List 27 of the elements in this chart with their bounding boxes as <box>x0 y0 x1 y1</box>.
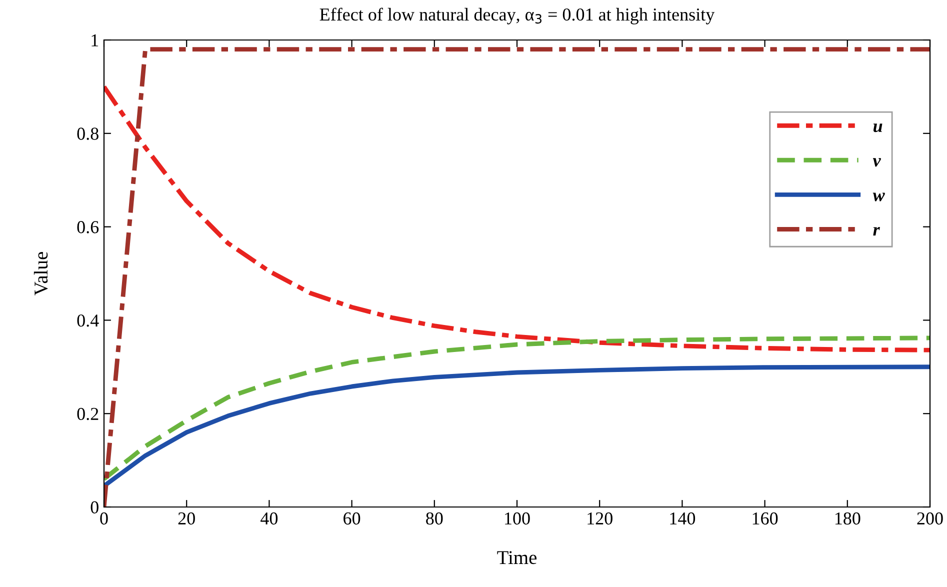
y-tick-label: 0.8 <box>77 128 98 140</box>
x-tick-label: 160 <box>752 512 778 525</box>
x-tick-label: 40 <box>260 512 278 525</box>
x-tick-label: 120 <box>588 512 612 525</box>
x-tick-label: 200 <box>917 512 943 525</box>
x-tick-label: 20 <box>178 512 195 525</box>
y-tick-label: 0.6 <box>77 221 99 234</box>
legend-label: v <box>872 158 881 167</box>
line-series <box>104 364 930 488</box>
chart-title: Effect of low natural decay, α$_{3}$ = 0.01 at high intensity <box>320 8 715 24</box>
line-series <box>104 336 930 482</box>
y-tick-label: 0.2 <box>77 408 98 420</box>
x-tick-label: 80 <box>426 512 443 525</box>
x-tick-label: 140 <box>670 512 696 525</box>
x-tick-label: 100 <box>505 512 530 525</box>
y-tick-label: 1 <box>92 34 98 46</box>
legend-label: w <box>872 192 885 202</box>
y-tick-label: 0.4 <box>77 314 99 327</box>
y-axis-title: Value <box>34 252 48 296</box>
x-axis-title: Time <box>497 551 537 564</box>
x-tick-label: 180 <box>835 512 860 525</box>
x-tick-label: 60 <box>344 512 360 525</box>
legend-label: r <box>873 227 880 236</box>
x-tick-label: 0 <box>100 512 108 525</box>
legend-label: u <box>873 124 882 132</box>
line-series <box>104 84 930 352</box>
y-tick-label: 0 <box>90 501 98 514</box>
